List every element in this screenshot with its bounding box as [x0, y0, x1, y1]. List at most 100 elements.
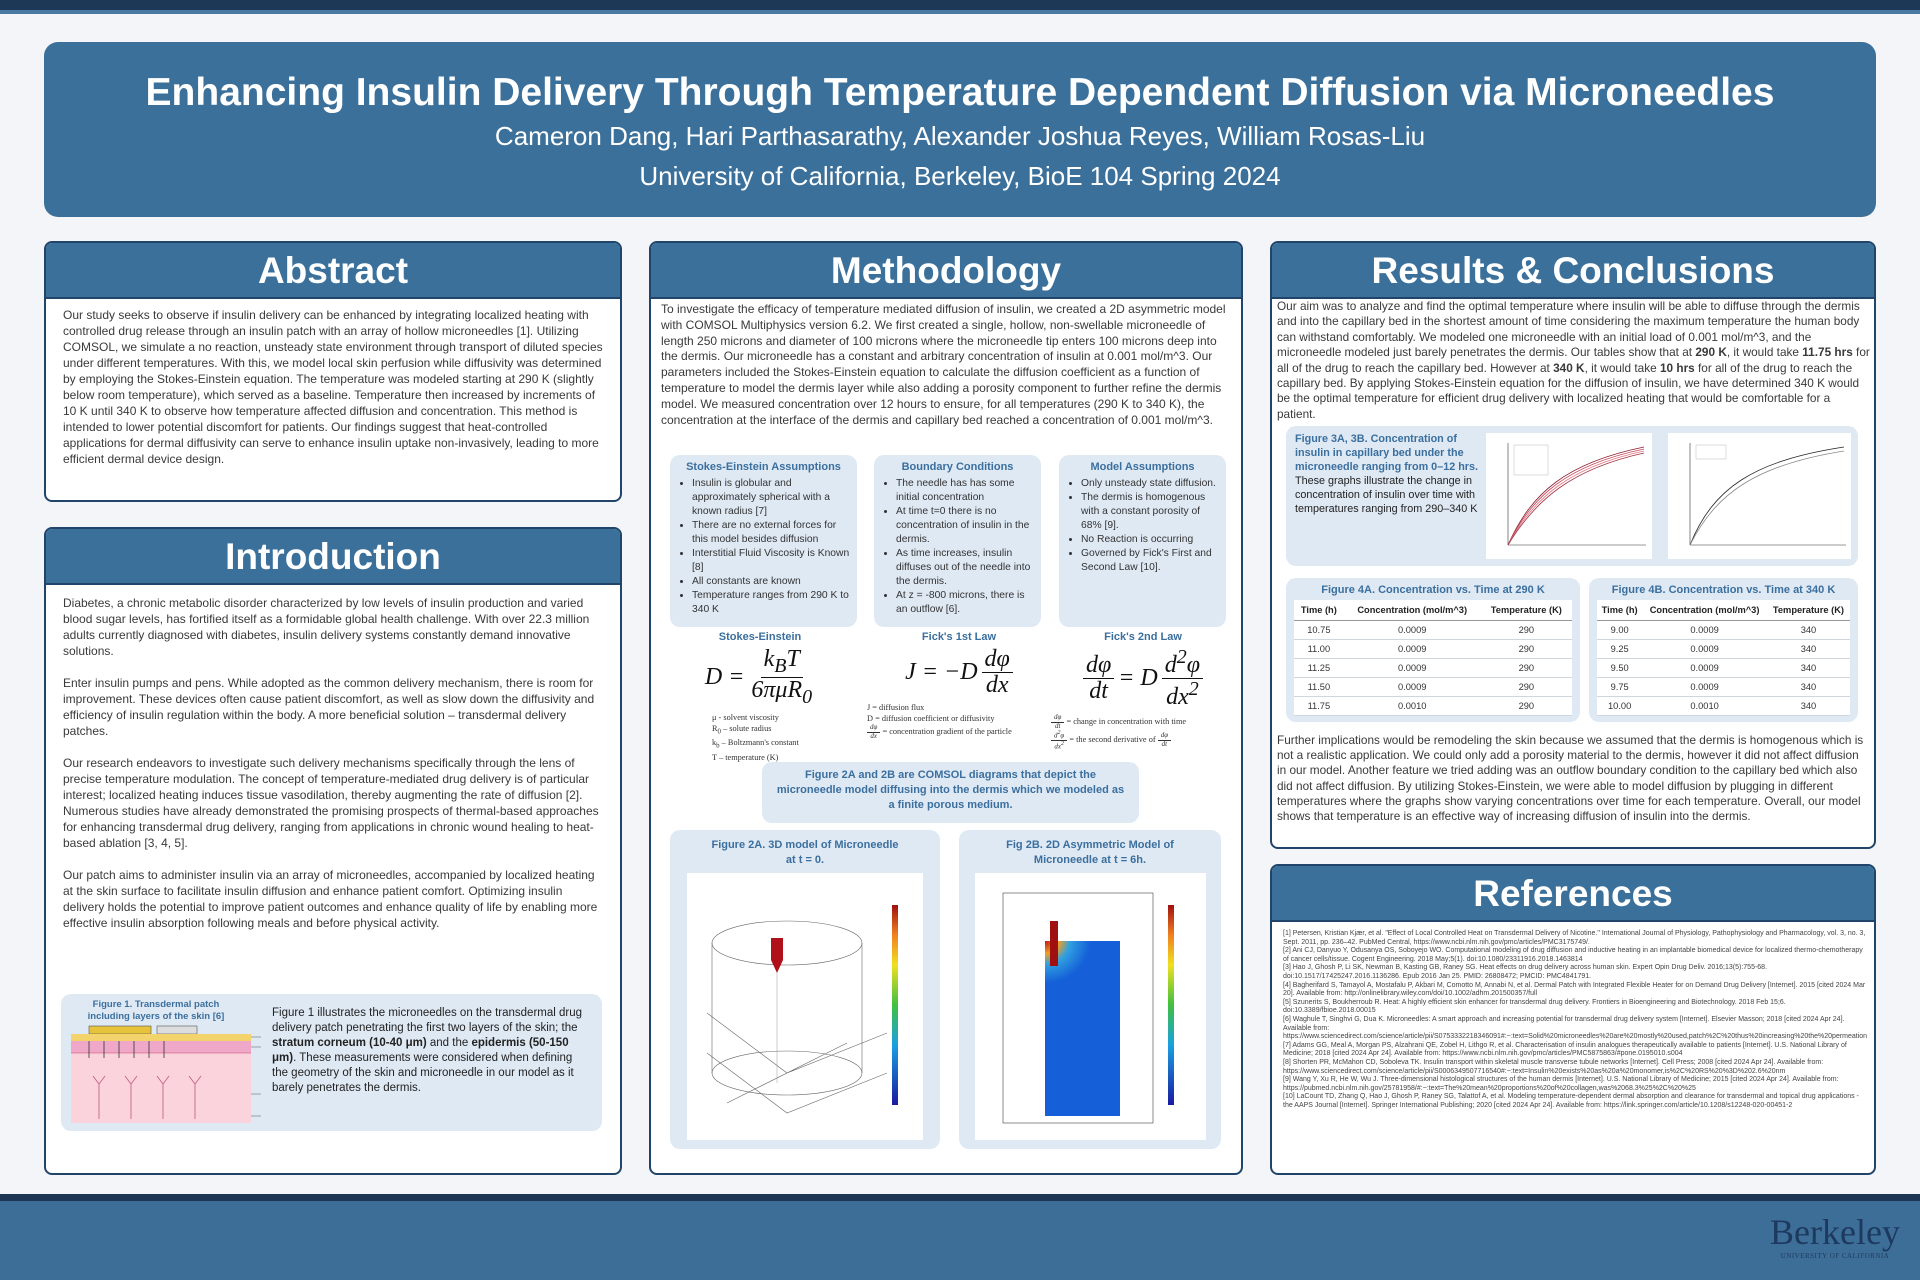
bullet: Governed by Fick's First and Second Law …: [1081, 547, 1220, 575]
table-cell: 0.0009: [1343, 658, 1481, 678]
model-2d-image: [975, 873, 1206, 1140]
skin-diagram: [71, 1025, 261, 1123]
bullet: There are no external forces for this mo…: [692, 519, 851, 547]
table-cell: 290: [1480, 696, 1572, 716]
emphasis: 290 K: [1695, 345, 1727, 360]
reference: [4] Bagherifard S, Tamayol A, Mostafalu …: [1283, 981, 1866, 998]
reference: [9] Wang Y, Xu R, He W, Wu J. Three-dime…: [1283, 1076, 1839, 1092]
figure-caption: Figure 2A and 2B are COMSOL diagrams tha…: [776, 769, 1125, 811]
bullet: At z = -800 microns, there is an outflow…: [896, 589, 1035, 617]
table-cell: 290: [1480, 639, 1572, 659]
table-row: 11.75 0.0010 290: [1294, 696, 1572, 716]
numerator: dφ: [1051, 714, 1065, 723]
subscript: 0: [717, 728, 721, 736]
logo: Berkeley UNIVERSITY OF CALIFORNIA: [1760, 1212, 1910, 1260]
table-cell: 9.25: [1597, 639, 1643, 659]
denominator: dt: [1159, 739, 1170, 748]
logo-text: Berkeley: [1770, 1212, 1900, 1252]
equation: Fick's 2nd Law dφ dt = D d2φ dx2 dφ dt = chan…: [1043, 631, 1243, 750]
denominator: dx: [867, 732, 880, 740]
column-header: Time (h): [1597, 600, 1643, 621]
abstract-section: Abstract Our study seeks to observe if i…: [44, 241, 622, 502]
table-cell: 290: [1480, 620, 1572, 640]
text-run: dx: [985, 672, 1009, 699]
table-cell: 0.0009: [1642, 677, 1767, 697]
legend-line: D = diffusion coefficient or diffusivity: [867, 713, 1059, 724]
table-row: 11.25 0.0009 290: [1294, 658, 1572, 678]
paragraph: Our patch aims to administer insulin via…: [63, 868, 598, 930]
text-run: T: [786, 646, 800, 672]
figure-2-caption-box: Figure 2A and 2B are COMSOL diagrams tha…: [762, 762, 1139, 823]
text-run: D =: [704, 663, 745, 690]
text-run: J = −D: [905, 659, 978, 686]
figure-description: These graphs illustrate the change in co…: [1295, 475, 1478, 515]
text-run: k: [712, 738, 717, 748]
table-cell: 9.75: [1597, 677, 1643, 697]
paragraph: Diabetes, a chronic metabolic disorder c…: [63, 596, 590, 658]
reference: [6] Waghule T, Singhvi G, Dua K. Microne…: [1283, 1015, 1868, 1041]
denominator: dx: [983, 673, 1012, 698]
table-cell: 340: [1766, 639, 1850, 659]
equation-label: Fick's 2nd Law: [1104, 631, 1182, 643]
title: Enhancing Insulin Delivery Through Tempe…: [145, 71, 1775, 114]
emphasis: 11.75 hrs: [1802, 345, 1853, 360]
methodology-section: Methodology To investigate the efficacy …: [649, 241, 1243, 1175]
text-run: D = diffusion coefficient or diffusivity: [867, 714, 995, 724]
text-run: dφ: [1085, 652, 1112, 678]
numerator: dφ: [867, 724, 881, 733]
logo-subtext: UNIVERSITY OF CALIFORNIA: [1780, 1252, 1890, 1260]
table-4b: Figure 4B. Concentration vs. Time at 340…: [1589, 578, 1858, 722]
reference: [3] Hao J, Ghosh P, Li SK, Newman B, Kas…: [1283, 964, 1768, 980]
text-run: dφ: [1160, 731, 1169, 740]
text-run: R: [712, 723, 718, 733]
column-header: Temperature (K): [1766, 600, 1850, 621]
text-run: d: [1164, 652, 1177, 678]
results-section: Results & Conclusions Our aim was to ana…: [1270, 241, 1876, 849]
table-cell: 340: [1766, 696, 1850, 716]
bullet-list: Insulin is globular and approximately sp…: [670, 477, 857, 617]
figure-title: Fig 2B. 2D Asymmetric Model of Microneed…: [1006, 839, 1174, 866]
box-title: Boundary Conditions: [901, 461, 1014, 473]
table-row: 9.00 0.0009 340: [1597, 620, 1850, 640]
text-run: 6πμR: [751, 676, 803, 703]
figure-1: Figure 1. Transdermal patch including la…: [61, 994, 602, 1131]
column-header: Concentration (mol/m^3): [1642, 600, 1767, 621]
text-run: – Boltzmann's constant: [719, 738, 799, 748]
table-cell: 0.0009: [1343, 677, 1481, 697]
fraction: dφ dx: [867, 724, 881, 740]
table-cell: 0.0009: [1642, 620, 1767, 640]
box-title: Stokes-Einstein Assumptions: [686, 461, 841, 473]
text-run: φ: [1060, 731, 1065, 740]
data-table: Time (h) Concentration (mol/m^3) Temperatu…: [1294, 600, 1572, 716]
header: Enhancing Insulin Delivery Through Tempe…: [44, 42, 1876, 217]
text-run: dt: [1161, 739, 1168, 748]
top-band-accent: [0, 10, 1920, 14]
equation-legend: dφ dt = change in concentration with time…: [1043, 714, 1243, 750]
emphasis: stratum corneum (10-40 μm): [272, 1037, 427, 1049]
concentration-plot-3a: [1486, 433, 1652, 559]
paragraph: Our research endeavors to investigate su…: [63, 756, 599, 850]
text-run: and the: [426, 1037, 472, 1049]
figure-title: Figure 2A. 3D model of Microneedle at t …: [711, 839, 899, 866]
text-run: dφ: [984, 646, 1010, 672]
text-run: – solute radius: [721, 723, 772, 733]
column-header: Concentration (mol/m^3): [1343, 600, 1481, 621]
table-cell: 340: [1766, 677, 1850, 697]
figure-description: Figure 1 illustrates the microneedles on…: [272, 1006, 587, 1096]
table-cell: 9.00: [1597, 620, 1643, 640]
bullet: At time t=0 there is no concentration of…: [896, 505, 1035, 547]
numerator: dφ: [981, 646, 1013, 674]
formula: dφ dt = D d2φ dx2: [1043, 647, 1243, 710]
text-run: . These measurements were considered whe…: [272, 1052, 574, 1094]
figure-caption: Figure 3A, 3B. Concentration of insulin …: [1295, 433, 1479, 473]
superscript: 2: [1188, 678, 1199, 701]
superscript: 2: [1176, 646, 1187, 668]
text-run: = the second derivative of: [1067, 735, 1158, 745]
table-row: 10.00 0.0010 340: [1597, 696, 1850, 716]
equation: Stokes-Einstein D = kBT 6πμR0 μ - solvent v…: [660, 631, 860, 763]
authors: Cameron Dang, Hari Parthasarathy, Alexan…: [494, 121, 1426, 151]
bullet: No Reaction is occurring: [1081, 533, 1220, 547]
bullet: Insulin is globular and approximately sp…: [692, 477, 851, 519]
text-run: Our aim was to analyze and find the opti…: [1277, 299, 1860, 360]
